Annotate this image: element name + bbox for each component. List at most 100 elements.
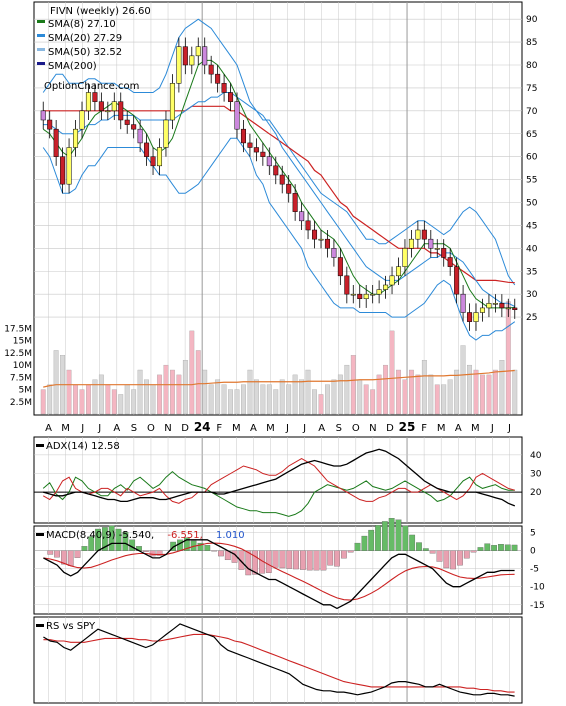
macd-histogram-bar xyxy=(272,550,279,568)
candle-body xyxy=(60,156,66,185)
x-tick-label: A xyxy=(455,423,462,434)
x-tick-label: M xyxy=(266,423,275,434)
macd-histogram-bar xyxy=(457,550,463,566)
x-tick-label: M xyxy=(471,423,480,434)
macd-histogram-bar xyxy=(320,550,327,571)
candle-body xyxy=(144,142,150,157)
candle-body xyxy=(505,307,511,310)
candle-body xyxy=(363,293,369,299)
macd-histogram-bar xyxy=(149,550,156,557)
candle-body xyxy=(47,119,53,130)
price-y-tick: 35 xyxy=(526,267,537,277)
candle-body xyxy=(441,248,447,258)
candle-body xyxy=(357,293,363,299)
volume-bar xyxy=(344,364,350,415)
candle-body xyxy=(202,46,208,66)
candle-body xyxy=(253,147,259,153)
rs-title-swatch xyxy=(36,624,44,627)
price-y-tick: 90 xyxy=(526,15,538,25)
volume-bar xyxy=(415,374,421,415)
candle-body xyxy=(53,128,59,157)
candle-body xyxy=(434,248,440,250)
volume-bar xyxy=(434,384,440,415)
volume-bar xyxy=(396,369,401,415)
macd-title-swatch xyxy=(36,533,44,536)
macd-histogram-bar xyxy=(300,550,306,570)
candle-body xyxy=(189,55,195,66)
candle-body xyxy=(240,128,246,144)
candle-body xyxy=(337,257,343,277)
legend-swatch-sma50 xyxy=(37,48,45,51)
di-plus-line xyxy=(42,470,515,517)
x-tick-label: S xyxy=(131,423,137,434)
macd-histogram-bar xyxy=(334,550,340,567)
candle-body xyxy=(118,101,124,121)
candle-body xyxy=(79,110,85,130)
volume-bar xyxy=(189,330,195,415)
candle-body xyxy=(215,73,221,84)
x-tick-label: J xyxy=(490,423,494,434)
price-y-tick: 30 xyxy=(526,290,538,300)
volume-bar xyxy=(402,379,408,415)
x-tick-label: J xyxy=(97,423,101,434)
x-tick-label: N xyxy=(164,423,171,434)
candle-body xyxy=(499,303,505,309)
candle-body xyxy=(408,238,414,249)
volume-bar xyxy=(234,389,240,415)
x-tick-label: A xyxy=(113,423,120,434)
candle-body xyxy=(305,220,311,231)
volume-bar xyxy=(266,384,272,415)
macd-y-tick: -15 xyxy=(530,601,545,611)
candle-body xyxy=(221,83,227,93)
legend-sma50: SMA(50) 32.52 xyxy=(48,47,122,58)
volume-bar xyxy=(241,384,246,415)
macd-histogram-bar xyxy=(306,550,313,571)
volume-bar xyxy=(73,384,78,415)
macd-y-tick: -5 xyxy=(530,565,539,575)
volume-bar xyxy=(124,384,130,415)
volume-bar xyxy=(492,369,498,415)
macd-histogram-bar xyxy=(347,550,354,553)
x-tick-label: A xyxy=(250,423,257,434)
legend-sma20: SMA(20) 27.29 xyxy=(48,33,122,44)
macd-histogram-bar xyxy=(279,550,286,569)
candle-body xyxy=(312,229,318,240)
adx-title-swatch xyxy=(36,444,44,447)
candle-body xyxy=(479,307,485,313)
macd-histogram-bar xyxy=(491,545,497,551)
volume-bar xyxy=(454,369,460,415)
candle-body xyxy=(492,303,498,305)
candle-body xyxy=(324,238,330,249)
macd-histogram-bar xyxy=(402,525,409,551)
candle-body xyxy=(299,211,305,222)
macd-histogram-bar xyxy=(395,519,402,551)
candle-body xyxy=(266,156,272,167)
macd-histogram-bar xyxy=(429,550,436,554)
candle-body xyxy=(512,307,518,310)
macd-histogram-bar xyxy=(409,534,416,551)
volume-bar xyxy=(144,379,149,415)
volume-bar xyxy=(512,369,518,415)
macd-histogram-bar xyxy=(204,545,211,551)
candle-body xyxy=(195,46,201,57)
macd-histogram-bar xyxy=(54,550,60,558)
candle-body xyxy=(73,128,79,148)
macd-y-tick: 5 xyxy=(530,529,536,539)
volume-bar xyxy=(208,384,214,415)
x-tick-label: F xyxy=(216,423,222,434)
candle-body xyxy=(318,238,324,241)
volume-bar xyxy=(505,301,511,415)
volume-bar xyxy=(357,379,363,415)
x-tick-label: A xyxy=(45,423,52,434)
macd-histogram-bar xyxy=(177,539,183,551)
volume-y-tick: 12.5M xyxy=(4,349,32,359)
indicator-lines xyxy=(42,448,518,697)
macd-histogram-bar xyxy=(381,521,388,551)
macd-histogram-bar xyxy=(218,550,224,557)
candle-body xyxy=(292,193,298,212)
bollinger-upper-line xyxy=(42,18,516,286)
volume-bar xyxy=(312,389,317,415)
rs-line xyxy=(43,623,515,697)
macd-histogram-bar xyxy=(122,532,129,551)
